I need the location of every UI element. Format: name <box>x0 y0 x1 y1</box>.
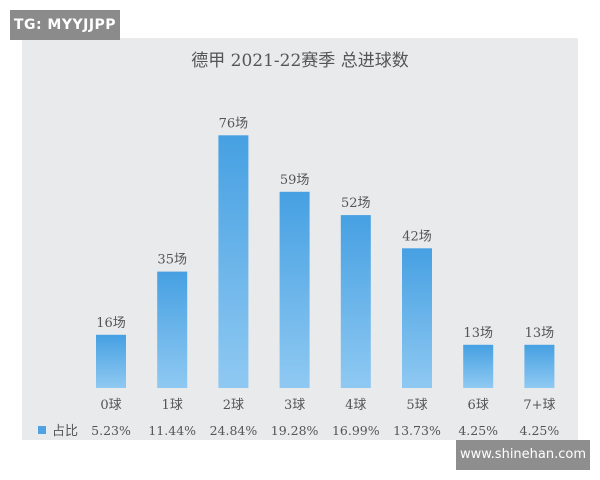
bar-label-2: 76场 <box>219 116 249 131</box>
percent-label-3: 19.28% <box>271 423 319 438</box>
bar-0 <box>96 334 126 388</box>
bar-label-1: 35场 <box>157 253 187 268</box>
percent-label-1: 11.44% <box>148 423 196 438</box>
bar-label-6: 13场 <box>463 326 493 341</box>
bar-4 <box>340 215 371 388</box>
percent-label-2: 24.84% <box>210 423 258 438</box>
bar-1 <box>157 271 188 388</box>
legend-label: 占比 <box>52 424 78 439</box>
category-label-7: 7+球 <box>523 398 555 413</box>
bar-5 <box>402 248 432 388</box>
category-label-0: 0球 <box>100 398 121 413</box>
bar-label-7: 13场 <box>525 326 555 341</box>
category-label-1: 1球 <box>162 398 183 413</box>
category-label-4: 4球 <box>345 398 366 413</box>
percent-label-7: 4.25% <box>520 423 560 438</box>
legend-swatch <box>38 426 46 434</box>
percent-label-5: 13.73% <box>393 423 441 438</box>
category-label-6: 6球 <box>468 398 489 413</box>
watermark-site: www.shinehan.com <box>456 440 590 470</box>
bar-label-0: 16场 <box>96 316 126 331</box>
category-label-5: 5球 <box>406 398 427 413</box>
bar-label-3: 59场 <box>280 173 310 188</box>
watermark-tag: TG: MYYJJPP <box>10 10 120 40</box>
bar-7 <box>524 344 555 388</box>
category-label-2: 2球 <box>223 398 244 413</box>
percent-label-0: 5.23% <box>91 423 131 438</box>
category-label-3: 3球 <box>284 398 305 413</box>
percent-label-6: 4.25% <box>458 423 498 438</box>
bar-label-4: 52场 <box>341 196 371 211</box>
bar-6 <box>463 344 494 388</box>
percent-label-4: 16.99% <box>332 423 380 438</box>
bar-label-5: 42场 <box>402 229 432 244</box>
bar-3 <box>279 191 310 388</box>
chart-title: 德甲 2021-22赛季 总进球数 <box>191 50 408 71</box>
bar-2 <box>218 135 249 388</box>
